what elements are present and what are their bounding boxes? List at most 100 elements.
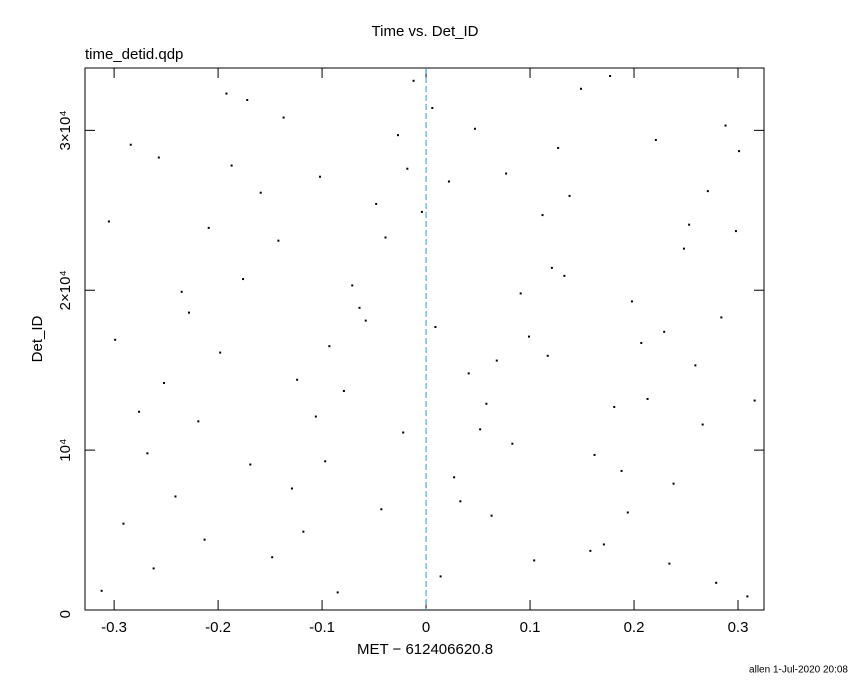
- point: [734, 230, 737, 233]
- x-tick-label: 0.1: [520, 619, 541, 636]
- point: [197, 420, 200, 423]
- point: [579, 87, 582, 90]
- x-tick-label: -0.3: [101, 619, 127, 636]
- y-tick-label: 10⁴: [57, 439, 74, 462]
- point: [626, 511, 629, 514]
- point: [406, 167, 409, 170]
- plot-frame: [84, 67, 765, 611]
- point: [402, 431, 405, 434]
- point: [620, 469, 623, 472]
- point: [207, 226, 210, 229]
- point: [485, 402, 488, 405]
- point: [550, 266, 553, 269]
- point: [434, 326, 437, 329]
- y-tick-label: 0: [57, 610, 74, 618]
- x-tick-label: -0.2: [205, 619, 231, 636]
- point: [479, 428, 482, 431]
- point: [688, 223, 691, 226]
- point: [203, 538, 206, 541]
- point: [219, 351, 222, 354]
- point: [114, 338, 117, 341]
- y-axis-label: Det_ID: [29, 315, 46, 362]
- point: [439, 575, 442, 578]
- point: [100, 589, 103, 592]
- point: [505, 172, 508, 175]
- point: [519, 292, 522, 295]
- point: [259, 191, 262, 194]
- point: [546, 354, 549, 357]
- point: [157, 156, 160, 159]
- point: [282, 116, 285, 119]
- point: [122, 522, 125, 525]
- point: [473, 127, 476, 130]
- point: [246, 98, 249, 101]
- point: [351, 284, 354, 287]
- point: [249, 463, 252, 466]
- point: [557, 146, 560, 149]
- x-tick-label: -0.1: [309, 619, 335, 636]
- point: [420, 210, 423, 213]
- point: [375, 202, 378, 205]
- point: [663, 330, 666, 333]
- point: [380, 508, 383, 511]
- point: [602, 543, 605, 546]
- point: [447, 180, 450, 183]
- point: [715, 581, 718, 584]
- point: [152, 567, 155, 570]
- point: [242, 278, 245, 281]
- point: [431, 106, 434, 109]
- point: [146, 452, 149, 455]
- point: [302, 530, 305, 533]
- point: [528, 335, 531, 338]
- point: [358, 306, 361, 309]
- point: [533, 559, 536, 562]
- point: [724, 124, 727, 127]
- point: [589, 549, 592, 552]
- point: [706, 190, 709, 193]
- point: [541, 214, 544, 217]
- point: [129, 143, 132, 146]
- point: [593, 453, 596, 456]
- point: [230, 164, 233, 167]
- point: [568, 194, 571, 197]
- footer: allen 1-Jul-2020 20:08: [749, 665, 848, 676]
- point: [640, 341, 643, 344]
- point: [682, 247, 685, 250]
- point: [609, 74, 612, 77]
- point: [563, 274, 566, 277]
- point: [720, 316, 723, 319]
- point: [396, 134, 399, 137]
- point: [738, 150, 741, 153]
- point: [384, 236, 387, 239]
- point: [336, 591, 339, 594]
- point: [138, 410, 141, 413]
- point: [613, 405, 616, 408]
- point: [746, 595, 749, 598]
- point: [277, 239, 280, 242]
- point: [225, 92, 228, 95]
- point: [412, 79, 415, 82]
- point: [668, 562, 671, 565]
- x-tick-label: 0: [422, 619, 430, 636]
- point: [163, 381, 166, 384]
- point: [296, 378, 299, 381]
- point: [467, 372, 470, 375]
- point: [753, 399, 756, 402]
- point: [342, 389, 345, 392]
- point: [672, 482, 675, 485]
- point: [459, 500, 462, 503]
- point: [314, 415, 317, 418]
- point: [107, 220, 110, 223]
- point: [701, 423, 704, 426]
- y-tick-label: 2×10⁴: [57, 270, 74, 310]
- point: [630, 300, 633, 303]
- x-axis-label: MET − 612406620.8: [357, 641, 493, 658]
- point: [511, 442, 514, 445]
- point: [324, 460, 327, 463]
- point: [495, 359, 498, 362]
- point: [490, 514, 493, 517]
- point: [646, 397, 649, 400]
- point: [290, 487, 293, 490]
